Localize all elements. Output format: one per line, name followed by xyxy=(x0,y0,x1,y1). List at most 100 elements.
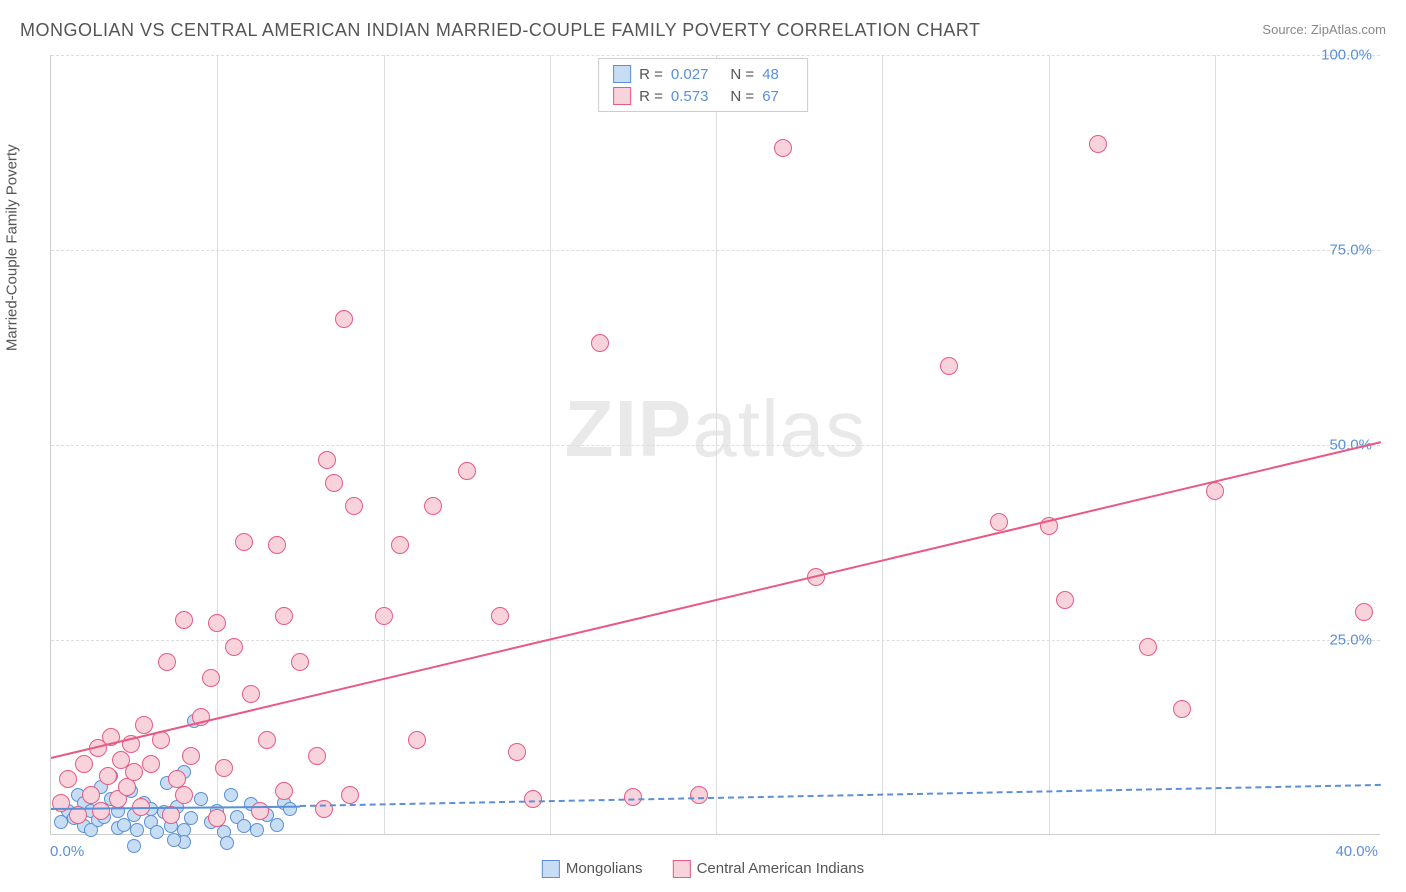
point-mongolians xyxy=(270,818,284,832)
point-central-american-indians xyxy=(1056,591,1074,609)
point-central-american-indians xyxy=(508,743,526,761)
point-central-american-indians xyxy=(341,786,359,804)
gridline-v xyxy=(384,55,385,834)
point-central-american-indians xyxy=(59,770,77,788)
point-mongolians xyxy=(237,819,251,833)
point-central-american-indians xyxy=(208,809,226,827)
point-central-american-indians xyxy=(1206,482,1224,500)
x-tick-0: 0.0% xyxy=(50,843,84,860)
point-central-american-indians xyxy=(118,778,136,796)
source-attribution: Source: ZipAtlas.com xyxy=(1262,22,1386,37)
y-tick-label: 25.0% xyxy=(1329,632,1372,649)
point-central-american-indians xyxy=(1355,603,1373,621)
chart-title: MONGOLIAN VS CENTRAL AMERICAN INDIAN MAR… xyxy=(20,20,981,41)
point-mongolians xyxy=(220,836,234,850)
n-label: N = xyxy=(730,66,754,83)
point-central-american-indians xyxy=(940,357,958,375)
watermark-zip: ZIP xyxy=(565,384,692,473)
trend-line-mongolians-ext xyxy=(300,784,1381,807)
point-central-american-indians xyxy=(235,533,253,551)
legend-swatch xyxy=(613,87,631,105)
point-central-american-indians xyxy=(175,611,193,629)
y-axis-label: Married-Couple Family Poverty xyxy=(4,144,21,351)
point-central-american-indians xyxy=(251,802,269,820)
point-central-american-indians xyxy=(99,767,117,785)
point-central-american-indians xyxy=(175,786,193,804)
point-central-american-indians xyxy=(491,607,509,625)
series-legend: Mongolians Central American Indians xyxy=(542,860,864,878)
gridline-v xyxy=(1215,55,1216,834)
point-mongolians xyxy=(194,792,208,806)
gridline-v xyxy=(716,55,717,834)
point-central-american-indians xyxy=(215,759,233,777)
point-central-american-indians xyxy=(1139,638,1157,656)
point-central-american-indians xyxy=(202,669,220,687)
n-value: 48 xyxy=(762,66,779,83)
point-central-american-indians xyxy=(275,607,293,625)
legend-item: Mongolians xyxy=(542,860,643,878)
point-mongolians xyxy=(127,839,141,853)
point-central-american-indians xyxy=(335,310,353,328)
point-mongolians xyxy=(250,823,264,837)
point-central-american-indians xyxy=(690,786,708,804)
point-central-american-indians xyxy=(345,497,363,515)
legend-label: Mongolians xyxy=(566,860,643,877)
point-central-american-indians xyxy=(424,497,442,515)
legend-stat-row: R = 0.027 N = 48 xyxy=(613,63,793,85)
n-value: 67 xyxy=(762,88,779,105)
point-mongolians xyxy=(224,788,238,802)
point-central-american-indians xyxy=(275,782,293,800)
point-central-american-indians xyxy=(391,536,409,554)
point-central-american-indians xyxy=(591,334,609,352)
point-central-american-indians xyxy=(92,802,110,820)
point-central-american-indians xyxy=(1173,700,1191,718)
point-central-american-indians xyxy=(142,755,160,773)
point-central-american-indians xyxy=(318,451,336,469)
point-central-american-indians xyxy=(242,685,260,703)
legend-stat-row: R = 0.573 N = 67 xyxy=(613,85,793,107)
r-label: R = xyxy=(639,66,663,83)
point-mongolians xyxy=(184,811,198,825)
point-mongolians xyxy=(130,823,144,837)
point-central-american-indians xyxy=(990,513,1008,531)
point-central-american-indians xyxy=(458,462,476,480)
point-central-american-indians xyxy=(158,653,176,671)
point-central-american-indians xyxy=(308,747,326,765)
point-mongolians xyxy=(167,833,181,847)
point-central-american-indians xyxy=(408,731,426,749)
point-central-american-indians xyxy=(268,536,286,554)
y-tick-label: 100.0% xyxy=(1321,47,1372,64)
point-central-american-indians xyxy=(624,788,642,806)
source-link[interactable]: ZipAtlas.com xyxy=(1311,22,1386,37)
point-central-american-indians xyxy=(774,139,792,157)
point-central-american-indians xyxy=(524,790,542,808)
point-central-american-indians xyxy=(225,638,243,656)
point-central-american-indians xyxy=(182,747,200,765)
point-central-american-indians xyxy=(75,755,93,773)
legend-swatch xyxy=(673,860,691,878)
legend-swatch xyxy=(613,65,631,83)
r-value: 0.027 xyxy=(671,66,709,83)
point-central-american-indians xyxy=(135,716,153,734)
n-label: N = xyxy=(730,88,754,105)
gridline-v xyxy=(1049,55,1050,834)
legend-swatch xyxy=(542,860,560,878)
point-central-american-indians xyxy=(258,731,276,749)
legend-label: Central American Indians xyxy=(697,860,865,877)
point-central-american-indians xyxy=(208,614,226,632)
point-mongolians xyxy=(283,802,297,816)
r-label: R = xyxy=(639,88,663,105)
watermark-atlas: atlas xyxy=(692,384,866,473)
point-central-american-indians xyxy=(315,800,333,818)
scatter-plot: ZIPatlas 25.0%50.0%75.0%100.0% xyxy=(50,55,1380,835)
gridline-v xyxy=(882,55,883,834)
source-label: Source: xyxy=(1262,22,1307,37)
correlation-legend: R = 0.027 N = 48 R = 0.573 N = 67 xyxy=(598,58,808,112)
point-central-american-indians xyxy=(325,474,343,492)
gridline-v xyxy=(550,55,551,834)
point-central-american-indians xyxy=(1089,135,1107,153)
point-central-american-indians xyxy=(291,653,309,671)
legend-item: Central American Indians xyxy=(673,860,865,878)
point-central-american-indians xyxy=(125,763,143,781)
r-value: 0.573 xyxy=(671,88,709,105)
